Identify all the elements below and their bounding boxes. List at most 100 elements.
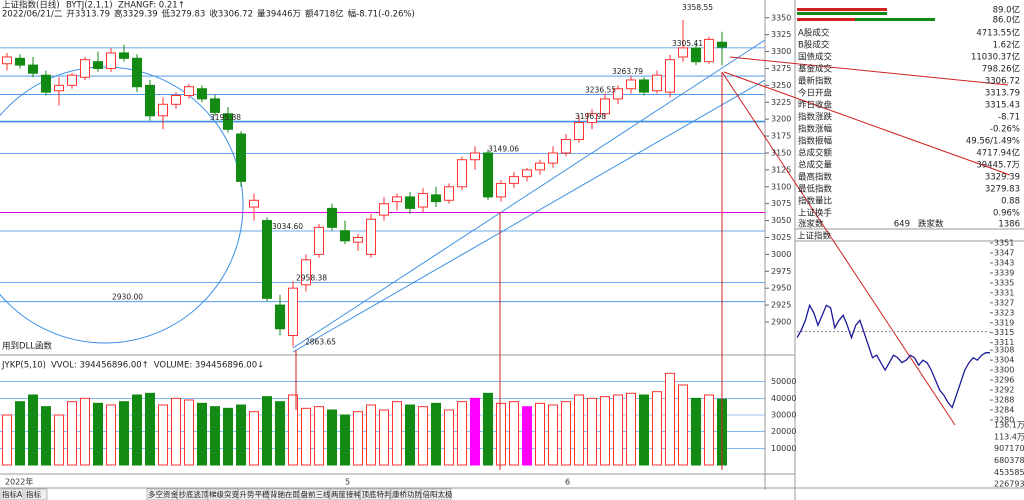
- quote-field: 量39446万: [257, 10, 301, 20]
- y-tick-label: 10000: [771, 444, 796, 453]
- candle-body: [418, 193, 428, 208]
- y-tick-label: 3339: [994, 268, 1014, 277]
- candle-body: [132, 57, 142, 88]
- volume-bar: [327, 409, 337, 466]
- volume-bar: [2, 414, 12, 466]
- y-tick-label: 3284: [994, 406, 1014, 415]
- breadth-value: 649: [894, 220, 910, 230]
- volume-bar: [587, 397, 597, 466]
- candle-body: [249, 199, 259, 208]
- y-tick-label: 3351: [994, 239, 1014, 248]
- tab[interactable]: [329, 488, 360, 500]
- y-tick-label: 3075: [771, 199, 791, 208]
- tab[interactable]: [360, 488, 391, 500]
- row-label: 指数涨幅: [798, 124, 833, 135]
- level-label: 2863.65: [305, 338, 336, 347]
- volume-bar: [665, 372, 675, 466]
- volume-bar: [496, 402, 506, 466]
- candle-body: [678, 47, 688, 58]
- x-label: 6: [565, 478, 570, 487]
- row-label: 指数量比: [798, 196, 832, 207]
- row-value: 0.88: [1001, 197, 1020, 207]
- volume-bar: [691, 397, 701, 466]
- candle-body: [301, 259, 311, 286]
- volume-bar: [184, 399, 194, 466]
- tab-label[interactable]: 倍阳太极: [423, 489, 453, 499]
- quote-field: 2022/06/21/二: [2, 10, 63, 20]
- tab[interactable]: [24, 488, 48, 500]
- candle-body: [431, 194, 441, 203]
- volume-bar: [600, 396, 610, 466]
- y-tick-label: 3327: [994, 298, 1014, 307]
- tab-label[interactable]: 顶底特判: [362, 489, 392, 499]
- tab-label[interactable]: 梯级突变: [209, 489, 239, 499]
- trend-line: [292, 79, 765, 353]
- tab-label[interactable]: 指标: [26, 489, 41, 499]
- volume-bar: [626, 392, 636, 466]
- tab[interactable]: [177, 488, 208, 500]
- row-value: 4717.94亿: [976, 148, 1020, 159]
- tab-label[interactable]: 盘前三线: [301, 489, 331, 499]
- y-tick-label: 3300: [994, 366, 1014, 375]
- quote-field: 低3279.83: [162, 9, 206, 20]
- candle-body: [197, 88, 207, 100]
- candle-body: [457, 159, 467, 188]
- level-label: 3195.88: [210, 113, 241, 122]
- candle-body: [366, 218, 376, 255]
- row-label: 昨日收盘: [798, 100, 833, 111]
- tab[interactable]: [0, 488, 24, 500]
- level-label: 3358.55: [682, 3, 713, 12]
- tab[interactable]: [238, 488, 269, 500]
- candle-body: [41, 74, 51, 93]
- candle-body: [548, 152, 558, 164]
- volume-bar: [379, 409, 389, 466]
- row-value: -8.71: [998, 113, 1020, 123]
- tab-label[interactable]: 升势平稳: [240, 489, 270, 499]
- candle-body: [145, 84, 155, 117]
- tab-label[interactable]: 两筐接种: [331, 489, 361, 499]
- tab[interactable]: [390, 488, 421, 500]
- row-value: 4713.55亿: [976, 28, 1020, 39]
- candle-body: [665, 59, 675, 93]
- volume-tick-label: 453585: [994, 468, 1024, 477]
- volume-tick-label: 136.1万: [994, 421, 1024, 430]
- volume-bar: [392, 401, 402, 466]
- x-label: 2022年: [5, 477, 33, 487]
- volume-bar: [236, 404, 246, 466]
- flow-bar: [797, 8, 887, 11]
- tab-label[interactable]: 康桥功防: [392, 489, 422, 499]
- volume-tick-label: 680378: [994, 456, 1024, 465]
- level-label: 3305.41: [672, 39, 703, 48]
- candle-body: [535, 162, 545, 171]
- volume-bar: [15, 401, 25, 466]
- tab-label[interactable]: 抄底逃顶: [179, 489, 209, 499]
- y-tick-label: 3296: [994, 376, 1014, 385]
- tab[interactable]: [299, 488, 330, 500]
- candle-body: [158, 103, 168, 117]
- volume-bar: [574, 394, 584, 466]
- volume-bar: [652, 391, 662, 466]
- tab[interactable]: [146, 488, 177, 500]
- tab[interactable]: [268, 488, 299, 500]
- y-tick-label: 3025: [771, 233, 791, 242]
- tab[interactable]: [421, 488, 452, 500]
- y-tick-label: 3125: [771, 165, 791, 174]
- candle-body: [626, 79, 636, 90]
- tab[interactable]: [207, 488, 238, 500]
- candle-body: [717, 41, 727, 48]
- volume-bar: [340, 414, 350, 466]
- tab-label[interactable]: 背驰在即: [270, 489, 300, 499]
- flow-label: 89.0亿: [993, 5, 1020, 16]
- y-tick-label: 3311: [994, 338, 1014, 347]
- candle-body: [327, 207, 337, 228]
- candle-body: [80, 59, 90, 78]
- candle-body: [652, 74, 662, 92]
- tab-label[interactable]: 多空资金: [148, 489, 178, 499]
- quote-field: 收3306.72: [209, 9, 253, 20]
- flow-bar: [855, 18, 935, 21]
- row-label: 今日开盘: [798, 88, 833, 99]
- candle-body: [600, 98, 610, 115]
- y-tick-label: 50000: [771, 377, 796, 386]
- tab-label[interactable]: 指标A: [2, 489, 23, 499]
